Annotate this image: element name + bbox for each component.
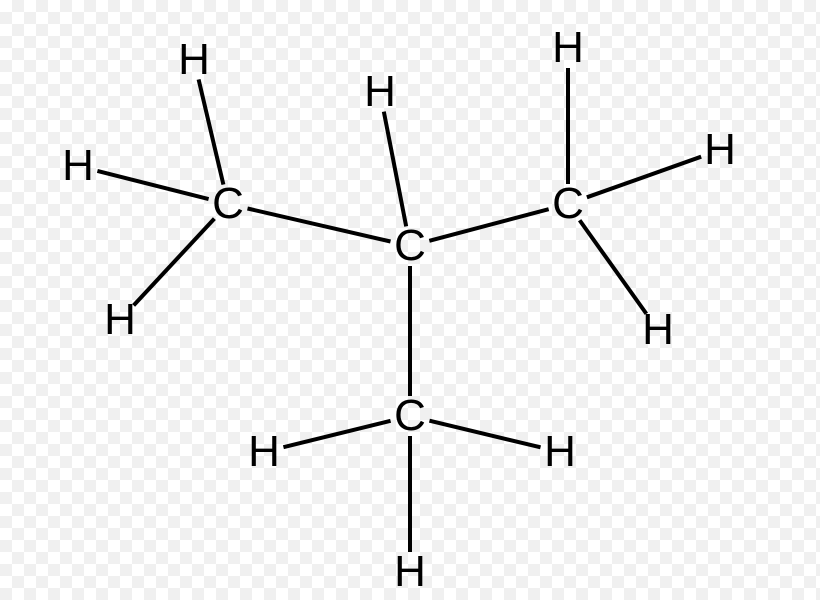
atom-label: C xyxy=(394,394,426,438)
bond xyxy=(283,421,390,447)
atom-label: H xyxy=(62,144,94,188)
bond xyxy=(429,421,540,448)
bond xyxy=(429,209,548,241)
atom-label: H xyxy=(394,550,426,594)
atom-label: H xyxy=(248,430,280,474)
atom-label: H xyxy=(104,298,136,342)
bond xyxy=(199,79,224,184)
atom-label: C xyxy=(394,224,426,268)
atom-label: C xyxy=(552,182,584,226)
bond xyxy=(384,112,406,227)
bond xyxy=(97,171,208,199)
molecule-diagram: C C C C H H H H H H H H H H xyxy=(0,0,820,600)
bond xyxy=(247,208,390,241)
bond xyxy=(134,219,215,306)
atom-label: H xyxy=(704,128,736,172)
atom-label: H xyxy=(544,430,576,474)
atom-label: C xyxy=(212,182,244,226)
atom-label: H xyxy=(642,308,674,352)
atom-label: H xyxy=(552,26,584,70)
bond xyxy=(587,157,701,198)
bond xyxy=(580,220,647,313)
atom-label: H xyxy=(178,38,210,82)
atom-label: H xyxy=(364,70,396,114)
